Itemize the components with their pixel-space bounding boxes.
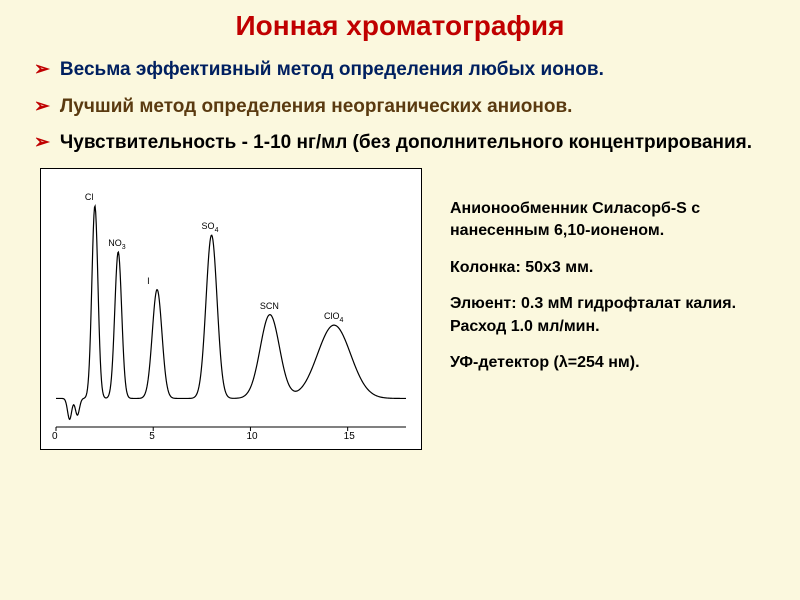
bullet-text: Чувствительность - 1-10 нг/мл (без допол…: [60, 131, 770, 156]
peak-label: Cl: [85, 192, 94, 202]
x-tick-label: 5: [149, 431, 155, 442]
x-tick-label: 0: [52, 431, 58, 442]
peak-label: I: [147, 276, 150, 286]
peak-label: ClO4: [324, 311, 343, 324]
desc-line-4: УФ-детектор (λ=254 нм).: [450, 352, 770, 374]
bullet-item: ➢ Чувствительность - 1-10 нг/мл (без доп…: [30, 131, 770, 156]
chart-description: Анионообменник Силасорб-S с нанесенным 6…: [422, 168, 770, 450]
x-tick-label: 10: [246, 431, 257, 442]
bullet-text: Весьма эффективный метод определения люб…: [60, 58, 770, 83]
desc-line-1: Анионообменник Силасорб-S с нанесенным 6…: [450, 198, 770, 243]
x-tick-label: 15: [344, 431, 355, 442]
peak-label: NO3: [108, 238, 125, 251]
bullet-item: ➢ Лучший метод определения неорганически…: [30, 95, 770, 120]
peak-label: SCN: [260, 301, 279, 311]
bullet-arrow-icon: ➢: [34, 131, 50, 156]
bullet-arrow-icon: ➢: [34, 95, 50, 120]
slide-title: Ионная хроматография: [30, 10, 770, 42]
desc-line-3: Элюент: 0.3 мМ гидрофталат калия. Расход…: [450, 293, 770, 338]
bullet-list: ➢ Весьма эффективный метод определения л…: [30, 58, 770, 156]
desc-line-2: Колонка: 50х3 мм.: [450, 257, 770, 279]
chromatogram-chart: 0 5 10 15 Cl NO3 I SO4 SCN ClO4: [40, 168, 422, 450]
bullet-item: ➢ Весьма эффективный метод определения л…: [30, 58, 770, 83]
peak-label: SO4: [202, 221, 219, 234]
bullet-arrow-icon: ➢: [34, 58, 50, 83]
bullet-text: Лучший метод определения неорганических …: [60, 95, 770, 120]
